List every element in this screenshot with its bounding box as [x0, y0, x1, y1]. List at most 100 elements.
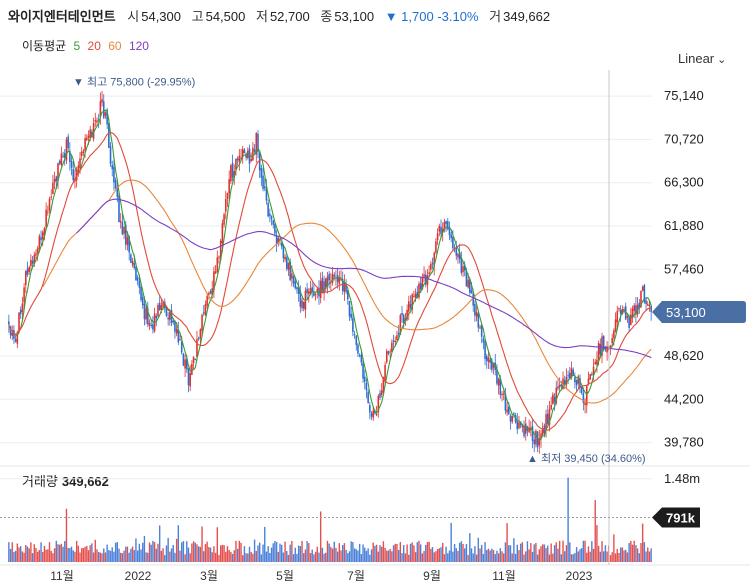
volume-bar — [557, 548, 559, 562]
volume-bar — [526, 541, 529, 562]
candle-body — [560, 384, 563, 387]
volume-bar — [533, 544, 535, 562]
candle-body — [502, 393, 505, 395]
volume-bar — [536, 554, 539, 562]
volume-bar — [591, 541, 593, 562]
volume-bar — [494, 554, 496, 562]
candle-body — [96, 120, 98, 123]
change-value: ▼ 1,700 -3.10% — [384, 9, 479, 24]
volume-bar — [264, 526, 266, 562]
volume-bar — [643, 542, 646, 562]
ma5-line — [8, 109, 652, 442]
volume-bar — [503, 553, 505, 562]
volume-bar — [569, 542, 571, 562]
volume-bar — [614, 553, 617, 562]
moving-average-legend[interactable]: 이동평균 5 20 60 120 — [22, 37, 153, 54]
candle-body — [245, 153, 247, 158]
volume-bar — [186, 541, 188, 562]
volume-bar — [348, 551, 351, 562]
candle-body — [521, 424, 524, 428]
candle-body — [243, 150, 246, 154]
volume-bar — [197, 546, 200, 562]
candle-body — [202, 312, 205, 314]
candle-body — [536, 431, 539, 448]
volume-bar — [587, 546, 590, 562]
volume-bar — [477, 537, 479, 562]
candle-body — [397, 332, 400, 335]
candle-body — [392, 340, 395, 342]
volume-bar — [214, 552, 217, 562]
volume-bar — [609, 555, 612, 562]
volume-bar — [48, 542, 51, 562]
volume-bar — [177, 525, 180, 562]
volume-bar — [82, 548, 85, 562]
volume-bar — [330, 546, 332, 562]
volume-bar — [103, 548, 105, 562]
candle-body — [216, 257, 219, 272]
volume-bar — [13, 552, 15, 562]
candlesticks — [8, 91, 652, 454]
candle-body — [462, 266, 464, 273]
candle-body — [306, 288, 308, 293]
volume-bar — [403, 545, 405, 562]
volume-bar — [460, 541, 463, 562]
volume-bar — [40, 542, 42, 562]
candle-body — [419, 283, 422, 290]
volume-bar — [508, 545, 510, 562]
candle-body — [282, 245, 285, 259]
volume-bar — [267, 546, 269, 562]
volume-bar — [613, 534, 615, 562]
volume-bar — [486, 549, 488, 562]
candle-body — [411, 294, 413, 310]
candle-body — [572, 369, 574, 376]
volume-bar — [65, 508, 68, 562]
candle-body — [97, 119, 100, 121]
candle-body — [157, 305, 159, 317]
volume-bar — [560, 554, 563, 562]
candle-body — [421, 277, 424, 290]
volume-bar — [499, 548, 502, 562]
volume-bar — [326, 540, 329, 562]
candle-body — [377, 395, 380, 412]
volume-bar — [287, 554, 290, 562]
volume-bar — [225, 551, 227, 562]
scale-selector[interactable]: Linear ⌄ — [678, 51, 726, 66]
volume-bar — [445, 546, 447, 562]
volume-bar — [408, 554, 410, 562]
candle-body — [152, 324, 154, 330]
volume-bar — [453, 544, 456, 562]
candle-body — [333, 274, 336, 277]
candle-body — [119, 220, 122, 223]
candle-body — [82, 151, 85, 153]
volume-bar — [419, 544, 422, 562]
volume-bar — [321, 547, 324, 562]
quote-header: 와이지엔터테인먼트 시 54,300 고 54,500 저 52,700 종 53,10… — [8, 6, 557, 25]
volume-bar — [355, 549, 357, 562]
volume-bar — [345, 549, 347, 562]
volume-bar — [555, 542, 557, 562]
volume-bar — [492, 550, 495, 562]
ma120-legend: 120 — [128, 39, 149, 53]
volume-bar — [223, 545, 225, 562]
candle-body — [646, 304, 649, 306]
volume-bar — [203, 551, 205, 562]
candle-body — [367, 391, 369, 404]
candle-body — [533, 439, 536, 445]
volume-bar — [521, 542, 524, 562]
candle-body — [224, 199, 227, 212]
candle-body — [221, 223, 224, 244]
candle-body — [218, 256, 220, 258]
volume-bar — [245, 553, 247, 562]
max-annotation: ▼ 최고 75,800 (-29.95%) — [73, 76, 195, 89]
volume-bar — [375, 544, 378, 562]
volume-bar — [423, 550, 425, 562]
candle-body — [321, 277, 324, 294]
candle-body — [60, 153, 63, 165]
candle-body — [26, 268, 29, 275]
candle-body — [67, 136, 69, 149]
volume-bar — [296, 553, 298, 562]
candle-body — [118, 195, 120, 223]
candle-body — [350, 313, 352, 318]
candle-body — [106, 109, 108, 125]
